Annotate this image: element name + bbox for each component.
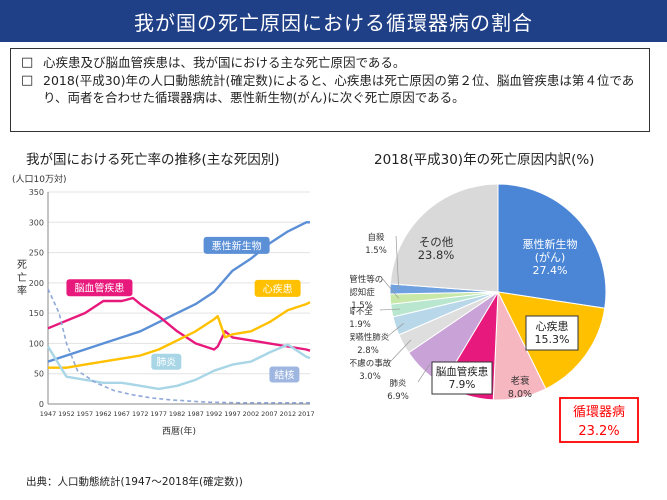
heart-label-box: [525, 315, 579, 351]
page-title: 我が国の死亡原因における循環器病の割合: [134, 10, 533, 35]
x-tick-label: 1982: [169, 410, 186, 418]
leader-line: [379, 308, 401, 311]
note-item: □ 2018(平成30)年の人口動態統計(確定数)によると、心疾患は死亡原因の第…: [21, 72, 639, 106]
slice-label-aspiration: 誤嚥性肺炎 2.8%: [350, 332, 390, 356]
x-tick-label: 1957: [77, 410, 94, 418]
note-text: 2018(平成30)年の人口動態統計(確定数)によると、心疾患は死亡原因の第２位…: [43, 73, 635, 105]
slice-label-dementia: 血管性等の認知症1.5%: [350, 274, 383, 311]
notes-box: □ 心疾患及び脳血管疾患は、我が国における主な死亡原因である。 □ 2018(平…: [10, 48, 650, 132]
y-tick-label: 300: [29, 218, 44, 227]
pie-slice-10: [389, 183, 499, 293]
circulatory-callout-value: 23.2%: [578, 424, 619, 439]
slice-label-other: その他 23.8%: [418, 235, 455, 262]
line-chart: (人口10万対) 0 50 100 150 200 250 300 350 1947 1952 195…: [12, 173, 315, 437]
y-axis-label: 死亡率: [17, 260, 27, 297]
x-axis-label: 西暦(年): [162, 425, 196, 437]
circulatory-callout-box: [559, 397, 639, 443]
slice-label-pneumonia: 肺炎 6.9%: [387, 379, 409, 402]
y-tick-label: 100: [29, 339, 44, 348]
x-tick-label: 1947: [40, 410, 57, 418]
series-line-heart: [48, 301, 311, 369]
x-tick-label: 1987: [187, 410, 204, 418]
note-item: □ 心疾患及び脳血管疾患は、我が国における主な死亡原因である。: [21, 54, 639, 71]
note-text: 心疾患及び脳血管疾患は、我が国における主な死亡原因である。: [43, 55, 406, 70]
x-tick-label: 2012: [280, 410, 297, 418]
slice-label-renal: 腎不全 1.9%: [350, 306, 373, 330]
y-tick-label: 50: [34, 370, 44, 379]
label-cancer: 悪性新生物: [212, 239, 262, 252]
leader-line: [387, 323, 404, 337]
label-pneumonia: 肺炎: [156, 357, 176, 369]
x-tick-label: 1997: [224, 410, 241, 418]
slice-label-suicide: 自殺 1.5%: [365, 232, 387, 256]
series-line-cerebrovascular: [47, 296, 311, 352]
pie-slice-0: [497, 183, 607, 309]
label-cerebrovascular: 脳血管疾患: [74, 282, 124, 295]
slice-label-accident: 不慮の事故 3.0%: [350, 358, 392, 382]
line-chart-title: 我が国における死亡率の推移(主な死因別): [26, 152, 280, 168]
x-tick-label: 1952: [58, 410, 75, 418]
slice-label-cancer: 悪性新生物(がん) 27.4%: [523, 237, 578, 277]
leader-line: [417, 364, 431, 383]
x-tick-label: 1992: [206, 410, 223, 418]
x-tick-label: 1962: [95, 410, 112, 418]
checkbox-square-icon: □: [21, 55, 34, 70]
label-cancer-box: [203, 236, 270, 254]
cerebro-label-box: [431, 361, 493, 395]
label-tuberculosis: 結核: [274, 368, 294, 381]
y-tick-label: 350: [29, 188, 44, 197]
label-tuberculosis-box: [269, 366, 300, 383]
page-title-banner: 我が国の死亡原因における循環器病の割合: [0, 0, 667, 42]
label-heart-box: [254, 279, 301, 297]
slice-label-cerebrovascular: 脳血管疾患 7.9%: [436, 365, 489, 391]
label-heart: 心疾患: [263, 282, 293, 295]
x-tick-label: 1967: [114, 410, 131, 418]
series-line-cancer: [47, 221, 310, 363]
label-pneumonia-box: [151, 353, 182, 370]
x-tick-label: 2017: [298, 410, 315, 418]
pie-chart: 悪性新生物(がん) 27.4% その他 23.8% 心疾患 15.3% 老衰 8.0% 脳血管疾…: [350, 183, 639, 443]
y-tick-label: 250: [29, 249, 44, 258]
x-tick-label: 1972: [132, 410, 149, 418]
source-note: 出典：人口動態統計(1947～2018年(確定数)): [26, 476, 243, 488]
circulatory-callout-label: 循環器病: [573, 405, 625, 420]
label-cerebrovascular-box: [66, 279, 133, 297]
leader-line: [395, 235, 400, 290]
leader-line: [381, 277, 400, 299]
checkbox-square-icon: □: [21, 73, 34, 88]
series-line-tuberculosis: [47, 288, 310, 404]
slice-label-heart: 心疾患 15.3%: [535, 319, 570, 346]
y-tick-label: 150: [29, 309, 44, 318]
leader-line: [389, 339, 412, 363]
x-tick-label: 1977: [150, 410, 167, 418]
y-unit-label: (人口10万対): [12, 173, 66, 185]
y-tick-label: 200: [29, 279, 44, 288]
x-tick-label: 2007: [261, 410, 278, 418]
pie-chart-title: 2018(平成30)年の死亡原因内訳(%): [374, 152, 595, 168]
y-tick-label: 0: [39, 400, 44, 409]
slice-label-senility: 老衰 8.0%: [508, 375, 532, 400]
x-tick-label: 2002: [243, 410, 260, 418]
